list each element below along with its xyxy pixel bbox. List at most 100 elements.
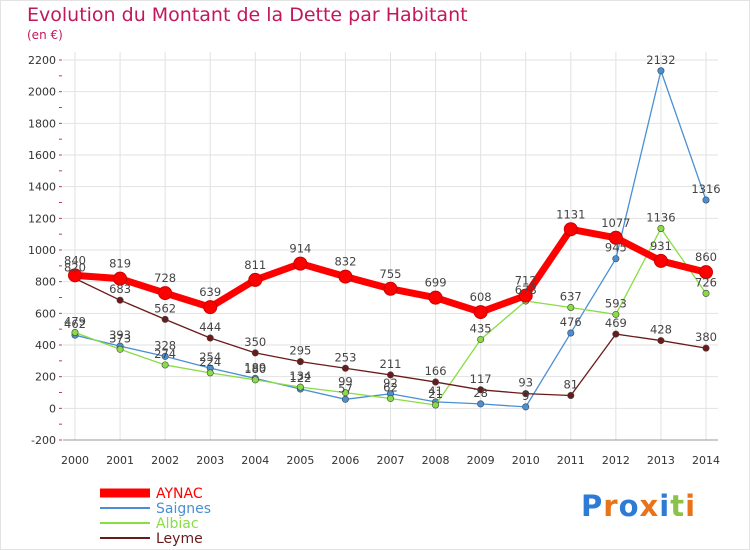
data-point-aynac [563, 222, 578, 237]
logo-letter: t [670, 489, 686, 523]
proxiti-logo: Proxiti [581, 489, 696, 523]
data-point-albiac [251, 376, 259, 384]
data-label-leyme: 444 [199, 320, 221, 334]
x-tick-label: 2012 [602, 454, 630, 467]
x-tick-label: 2000 [61, 454, 89, 467]
data-label-saignes: 92 [383, 376, 398, 390]
data-point-aynac [293, 256, 308, 271]
data-label-albiac: 224 [199, 355, 221, 369]
axes: -200 0 200 400 600 800 1000 1200 1400 1600 1800 200… [28, 54, 720, 467]
data-label-leyme: 562 [154, 301, 176, 315]
data-label-albiac: 62 [383, 381, 398, 395]
data-label-leyme: 380 [695, 330, 717, 344]
y-tick-label: 600 [35, 307, 56, 320]
data-label-albiac: 21 [428, 387, 443, 401]
y-tick-label: 1400 [28, 181, 56, 194]
logo-letter: r [603, 489, 619, 523]
data-label-aynac: 914 [289, 242, 311, 256]
data-label-aynac: 1131 [556, 207, 585, 221]
data-label-aynac: 1077 [601, 216, 630, 230]
data-label-saignes: 945 [605, 241, 627, 255]
data-label-albiac: 479 [64, 314, 86, 328]
data-point-albiac [116, 345, 124, 353]
data-point-aynac [653, 253, 668, 268]
data-label-leyme: 350 [244, 335, 266, 349]
data-label-albiac: 274 [154, 347, 176, 361]
data-label-albiac: 726 [695, 275, 717, 289]
logo-letter: o [618, 489, 640, 523]
data-point-albiac [567, 303, 575, 311]
data-label-saignes: 476 [560, 315, 582, 329]
y-tick-label: 400 [35, 339, 56, 352]
data-point-saignes [341, 395, 349, 403]
data-point-aynac [68, 268, 82, 283]
data-label-aynac: 755 [380, 267, 402, 281]
data-label-albiac: 373 [109, 331, 131, 345]
data-label-saignes: 393 [109, 328, 131, 342]
series-group [68, 67, 713, 411]
data-label-albiac: 593 [605, 296, 627, 310]
data-label-leyme: 469 [605, 316, 627, 330]
data-point-leyme [206, 334, 214, 342]
data-point-aynac [608, 230, 623, 245]
data-point-saignes [477, 400, 485, 408]
data-label-leyme: 683 [109, 282, 131, 296]
data-point-albiac [296, 383, 304, 391]
y-tick-label: 1800 [28, 117, 56, 130]
data-point-aynac [518, 288, 533, 303]
data-point-aynac [428, 290, 443, 305]
x-tick-label: 2008 [422, 454, 450, 467]
data-point-leyme [567, 392, 575, 400]
data-point-leyme [702, 344, 710, 352]
x-tick-label: 2014 [692, 454, 720, 467]
data-label-aynac: 712 [515, 274, 537, 288]
data-label-aynac: 819 [109, 257, 131, 271]
data-label-saignes: 328 [154, 338, 176, 352]
data-point-albiac [161, 361, 169, 369]
data-label-leyme: 820 [64, 261, 86, 275]
data-label-albiac: 134 [289, 369, 311, 383]
data-point-aynac [203, 300, 218, 315]
legend-label-saignes: Saignes [156, 501, 211, 517]
data-label-albiac: 99 [338, 375, 353, 389]
logo-letter: x [639, 489, 660, 523]
data-point-albiac [432, 401, 440, 409]
data-point-aynac [158, 286, 173, 301]
data-label-aynac: 608 [470, 290, 492, 304]
y-tick-label: 800 [35, 276, 56, 289]
data-point-albiac [657, 224, 665, 232]
data-label-leyme: 166 [425, 364, 447, 378]
data-point-aynac [699, 265, 713, 280]
data-point-aynac [248, 272, 263, 287]
data-label-saignes: 57 [338, 381, 353, 395]
legend-label-albiac: Albiac [156, 516, 199, 532]
data-point-saignes [567, 329, 575, 337]
y-tick-label: 0 [49, 402, 56, 415]
data-point-albiac [341, 389, 349, 397]
data-label-saignes: 189 [244, 360, 266, 374]
y-tick-label: 2000 [28, 86, 56, 99]
data-point-leyme [251, 349, 259, 357]
data-point-albiac [386, 395, 394, 403]
x-tick-label: 2003 [196, 454, 224, 467]
x-tick-label: 2010 [512, 454, 540, 467]
x-tick-label: 2013 [647, 454, 675, 467]
data-point-saignes [702, 196, 710, 204]
legend-label-leyme: Leyme [156, 531, 203, 547]
data-point-albiac [612, 310, 620, 318]
data-labels: 840 8197286398119148327556996087121131107… [64, 53, 721, 403]
y-tick-label: 200 [35, 371, 56, 384]
data-label-albiac: 678 [515, 283, 537, 297]
data-point-aynac [383, 281, 398, 296]
data-label-leyme: 93 [518, 376, 533, 390]
x-tick-label: 2011 [557, 454, 585, 467]
data-point-albiac [206, 369, 214, 377]
data-point-aynac [338, 269, 353, 284]
data-label-saignes: 41 [428, 384, 443, 398]
data-label-saignes: 462 [64, 317, 86, 331]
chart-title: Evolution du Montant de la Dette par Hab… [27, 4, 468, 26]
data-point-albiac [477, 335, 485, 343]
data-label-albiac: 1136 [646, 210, 675, 224]
